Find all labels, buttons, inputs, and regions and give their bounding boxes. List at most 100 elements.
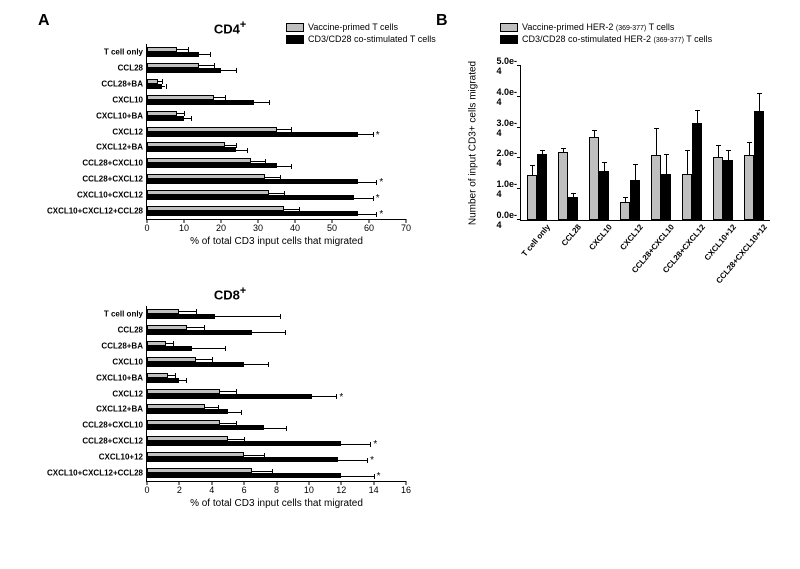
x-tick-label: 70	[401, 223, 411, 233]
category-label: CXCL12	[615, 220, 645, 252]
y-tick-label: 5.0e-4	[496, 56, 521, 76]
bar-vaccine	[620, 202, 630, 220]
significance-marker: *	[379, 177, 383, 188]
bar-cd3cd28	[147, 132, 358, 137]
bar-cd3cd28	[147, 346, 192, 351]
x-tick-label: 20	[216, 223, 226, 233]
bar-cd3cd28	[147, 52, 199, 57]
category-label: CXCL10	[584, 220, 614, 252]
x-tick-label: 2	[177, 485, 182, 495]
x-tick-label: 10	[179, 223, 189, 233]
legend-b-swatch-cd3cd28	[500, 35, 518, 44]
category-label: CXCL12	[112, 389, 147, 398]
bar-cd3cd28	[147, 314, 215, 319]
bar-vaccine	[744, 155, 754, 220]
category-label: CCL28+CXCL12	[82, 175, 147, 184]
category-label: CCL28	[556, 220, 582, 248]
bar-cd3cd28	[537, 154, 547, 220]
x-tick-label: 6	[242, 485, 247, 495]
x-axis-label: % of total CD3 input cells that migrated	[147, 236, 406, 247]
category-label: CXCL10+CXCL12+CCL28	[47, 469, 147, 478]
x-tick-label: 0	[144, 485, 149, 495]
category-label: CXCL12+BA	[96, 143, 147, 152]
legend-b: Vaccine-primed HER-2 (369-377) T cells C…	[500, 22, 712, 46]
x-tick-label: 14	[369, 485, 379, 495]
bar-cd3cd28	[147, 362, 244, 367]
cd4-chart: T cell onlyCCL28CCL28+BACXCL10CXCL10+BAC…	[146, 44, 406, 220]
bar-cd3cd28	[147, 100, 254, 105]
legend-b-swatch-vaccine	[500, 23, 518, 32]
significance-marker: *	[379, 209, 383, 220]
x-tick-label: 10	[304, 485, 314, 495]
legend-b-label-vaccine: Vaccine-primed HER-2 (369-377) T cells	[522, 22, 674, 32]
y-tick-label: 0.0e-4	[496, 210, 521, 230]
category-label: CXCL10	[112, 95, 147, 104]
bar-cd3cd28	[723, 160, 733, 220]
panel-b-chart: 0.0e-41.0e-42.0e-43.0e-44.0e-45.0e-4Numb…	[520, 66, 770, 221]
bar-vaccine	[558, 152, 568, 220]
category-label: CXCL10+BA	[96, 373, 147, 382]
bar-cd3cd28	[147, 473, 341, 478]
category-label: CXCL10+12	[99, 453, 147, 462]
y-tick-label: 1.0e-4	[496, 179, 521, 199]
bar-cd3cd28	[754, 111, 764, 220]
bar-cd3cd28	[147, 378, 179, 383]
x-tick-label: 4	[209, 485, 214, 495]
bar-vaccine	[682, 174, 692, 220]
category-label: CCL28+BA	[101, 341, 147, 350]
panel-a-letter: A	[38, 12, 50, 30]
x-axis-label: % of total CD3 input cells that migrated	[147, 498, 406, 509]
y-axis-label: Number of input CD3+ cells migrated	[468, 61, 479, 225]
bar-cd3cd28	[147, 457, 338, 462]
category-label: CCL28+CXCL12	[82, 437, 147, 446]
bar-cd3cd28	[147, 116, 184, 121]
significance-marker: *	[376, 130, 380, 141]
x-tick-label: 30	[253, 223, 263, 233]
significance-marker: *	[339, 392, 343, 403]
bar-cd3cd28	[661, 174, 671, 220]
bar-cd3cd28	[147, 179, 358, 184]
category-label: T cell only	[104, 47, 147, 56]
legend-label-vaccine: Vaccine-primed T cells	[308, 22, 398, 32]
y-tick-label: 4.0e-4	[496, 87, 521, 107]
x-tick-label: 16	[401, 485, 411, 495]
legend-swatch-cd3cd28	[286, 35, 304, 44]
bar-cd3cd28	[630, 180, 640, 220]
y-tick-label: 3.0e-4	[496, 118, 521, 138]
category-label: CCL28	[118, 325, 147, 334]
bar-cd3cd28	[147, 68, 221, 73]
x-tick-label: 0	[144, 223, 149, 233]
bar-cd3cd28	[692, 123, 702, 220]
bar-cd3cd28	[147, 163, 277, 168]
bar-cd3cd28	[147, 394, 312, 399]
y-tick-label: 2.0e-4	[496, 148, 521, 168]
bar-cd3cd28	[568, 197, 578, 220]
x-tick-label: 40	[290, 223, 300, 233]
panel-b-letter: B	[436, 12, 448, 30]
category-label: T cell only	[516, 220, 551, 258]
category-label: CXCL12	[112, 127, 147, 136]
bar-cd3cd28	[147, 211, 358, 216]
x-tick-label: 8	[274, 485, 279, 495]
category-label: CXCL12+BA	[96, 405, 147, 414]
legend-a: Vaccine-primed T cells CD3/CD28 co-stimu…	[286, 22, 436, 46]
bar-cd3cd28	[147, 84, 162, 89]
bar-vaccine	[527, 175, 537, 220]
category-label: T cell only	[104, 309, 147, 318]
bar-cd3cd28	[147, 147, 236, 152]
legend-label-cd3cd28: CD3/CD28 co-stimulated T cells	[308, 34, 436, 44]
significance-marker: *	[377, 471, 381, 482]
significance-marker: *	[370, 455, 374, 466]
legend-swatch-vaccine	[286, 23, 304, 32]
bar-cd3cd28	[147, 330, 252, 335]
bar-cd3cd28	[599, 171, 609, 220]
category-label: CXCL10+BA	[96, 111, 147, 120]
x-tick-label: 50	[327, 223, 337, 233]
cd8-title: CD8+	[170, 285, 290, 302]
cd8-chart: T cell onlyCCL28CCL28+BACXCL10CXCL10+BAC…	[146, 306, 406, 482]
category-label: CCL28	[118, 63, 147, 72]
category-label: CCL28+CXCL10	[82, 421, 147, 430]
significance-marker: *	[376, 193, 380, 204]
bar-vaccine	[713, 157, 723, 220]
category-label: CXCL10+CXCL12+CCL28	[47, 207, 147, 216]
